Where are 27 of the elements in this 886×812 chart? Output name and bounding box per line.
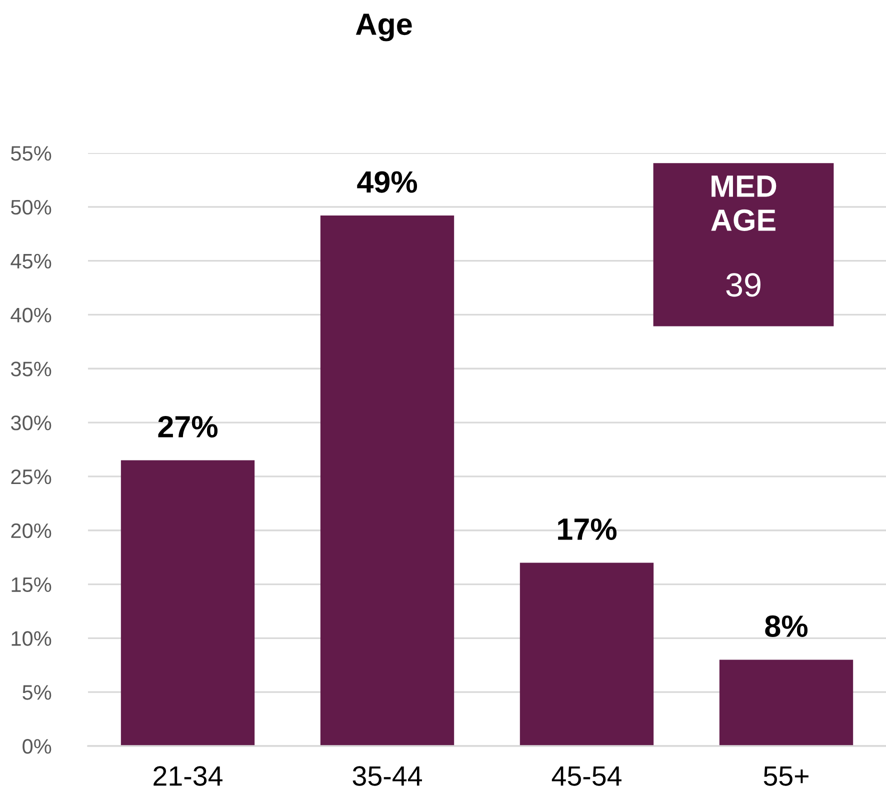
bar	[120, 460, 255, 746]
bar	[320, 216, 454, 746]
x-tick-label: 21-34	[154, 766, 222, 786]
x-tick-label: 55+	[764, 766, 808, 786]
data-label: 8%	[765, 615, 808, 638]
bar	[520, 562, 654, 746]
annotation: 39	[726, 273, 760, 297]
y-tick-label: 30%	[10, 416, 52, 430]
y-tick-label: 55%	[11, 146, 52, 161]
x-tick-label: 35-44	[352, 766, 422, 786]
chart-title: Age	[356, 14, 412, 42]
bar	[719, 660, 854, 746]
y-tick-label: 10%	[12, 631, 52, 646]
y-tick-label: 50%	[11, 200, 52, 215]
y-tick-label: 15%	[12, 577, 52, 592]
annotation: MED AGE	[711, 176, 776, 232]
x-tick-label: 45-54	[552, 766, 622, 786]
y-tick-label: 0%	[22, 739, 52, 754]
y-tick-label: 45%	[10, 254, 52, 269]
data-label: 17%	[558, 518, 617, 540]
y-tick-label: 35%	[10, 362, 52, 376]
y-tick-label: 40%	[10, 308, 52, 322]
data-label: 49%	[357, 171, 418, 193]
y-tick-label: 25%	[11, 469, 52, 484]
y-tick-label: 20%	[11, 523, 52, 538]
data-label: 27%	[158, 416, 218, 438]
y-tick-label: 5%	[22, 685, 52, 700]
